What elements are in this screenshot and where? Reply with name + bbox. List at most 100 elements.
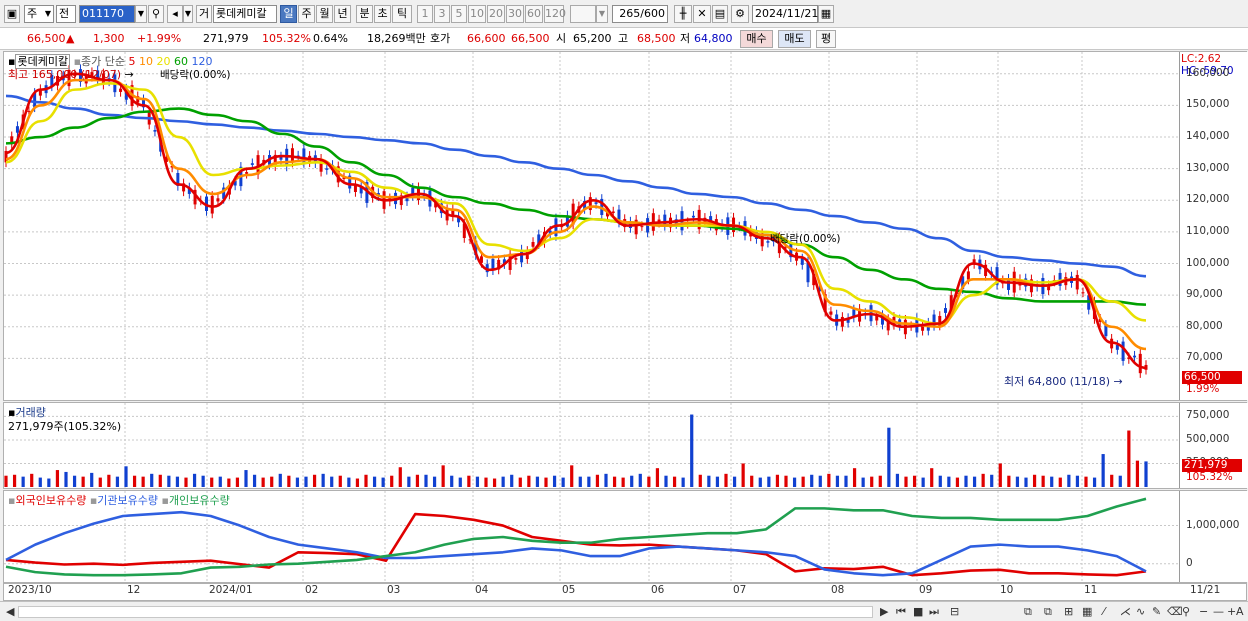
period-week-button[interactable]: 주 <box>298 5 315 23</box>
eval-button[interactable]: 평 <box>816 30 836 48</box>
volume-bar <box>1144 461 1148 487</box>
volume-bar <box>724 473 728 487</box>
low-note-text: 최저 64,800 (11/18) <box>1004 375 1111 388</box>
grid-icon[interactable]: ▦ <box>1082 605 1093 618</box>
volume-bar <box>767 476 771 487</box>
up-arrow-icon: ▲ <box>66 32 75 45</box>
volume-bar <box>912 475 917 487</box>
search-icon[interactable]: ⚲ <box>148 5 164 23</box>
text-icon[interactable]: A <box>1236 605 1244 618</box>
prev-select[interactable]: 전 <box>56 5 76 23</box>
market-label: 주 <box>27 7 38 20</box>
volume-bar <box>972 476 977 487</box>
interval-3-button[interactable]: 3 <box>434 5 450 23</box>
company-name: 롯데케미칼 <box>216 7 267 20</box>
buy-button[interactable]: 매수 <box>740 30 773 48</box>
plus-icon[interactable]: + <box>1227 605 1237 618</box>
volume-bar <box>664 475 668 487</box>
code-dropdown-icon[interactable]: ▼ <box>135 5 147 23</box>
interval-10-button[interactable]: 10 <box>468 5 486 23</box>
candle-body <box>588 197 592 211</box>
candle-body <box>594 202 598 204</box>
rewind-icon[interactable]: ⏮ <box>896 605 906 618</box>
volume-bar <box>55 470 60 487</box>
candle-body <box>233 180 237 186</box>
copy-icon[interactable]: ⧉ <box>1024 605 1032 618</box>
candle-body <box>325 168 329 170</box>
period-year-label: 년 <box>337 7 348 20</box>
sell-label: 매도 <box>784 32 805 45</box>
candle-type-icon[interactable]: ╫ <box>674 5 692 23</box>
period-second-button[interactable]: 초 <box>374 5 391 23</box>
trend-icon[interactable]: ⋌ <box>1120 605 1131 618</box>
chart-tool-icon[interactable]: ✕ <box>693 5 711 23</box>
candle-body <box>817 288 821 292</box>
layout-icon[interactable]: ▣ <box>4 5 20 23</box>
eraser-icon[interactable]: ⌫ <box>1167 605 1183 618</box>
ma-line-5 <box>5 72 1147 370</box>
ruler-icon[interactable]: ⊟ <box>950 605 960 618</box>
legend-square-icon: ▪ <box>161 494 169 507</box>
period-day-button[interactable]: 일 <box>280 5 297 23</box>
candle-body <box>502 259 506 265</box>
interval-dropdown-icon[interactable]: ▼ <box>596 5 608 23</box>
data-count-field[interactable]: 265/600 <box>612 5 668 23</box>
holding-legend-item: 외국인보유수량 <box>15 494 90 507</box>
calendar-icon[interactable]: ▦ <box>818 5 834 23</box>
draw-icon[interactable]: ∿ <box>1136 605 1146 618</box>
candle-body <box>1081 292 1085 294</box>
interval-5-button[interactable]: 5 <box>451 5 467 23</box>
period-day-label: 일 <box>283 7 294 20</box>
last-volume-pct: 105.32% <box>1186 471 1233 483</box>
interval-60-button[interactable]: 60 <box>525 5 543 23</box>
hc-value: HC:-59.70 <box>1181 65 1234 77</box>
period-tick-button[interactable]: 틱 <box>392 5 412 23</box>
period-month-button[interactable]: 월 <box>316 5 333 23</box>
fast-forward-icon[interactable]: ⏭ <box>929 605 939 618</box>
stock-code-input[interactable]: 011170 <box>79 5 135 23</box>
volume-bar <box>1092 477 1097 487</box>
scroll-left-icon[interactable]: ◀ <box>6 605 15 618</box>
interval-20-button[interactable]: 20 <box>487 5 505 23</box>
gear-icon[interactable]: ⚙ <box>731 5 749 23</box>
speaker-icon[interactable]: ◂ <box>167 5 183 23</box>
candle-body <box>657 219 661 223</box>
horizontal-scrollbar[interactable] <box>18 606 873 618</box>
interval-30-button[interactable]: 30 <box>506 5 524 23</box>
ma-legend-60: 60 <box>170 55 189 68</box>
period-year-button[interactable]: 년 <box>334 5 351 23</box>
line-tool-icon[interactable]: ⁄ <box>1103 605 1105 618</box>
candle-body <box>1098 318 1102 322</box>
low-label: 저 <box>680 32 691 45</box>
candle-body <box>15 126 19 133</box>
zoom-icon[interactable]: ⚲ <box>1182 605 1191 618</box>
volume-bar <box>844 475 848 487</box>
exchange-button[interactable]: 거 <box>196 5 212 23</box>
market-select[interactable]: 주 ▼ <box>24 5 54 23</box>
period-minute-button[interactable]: 분 <box>356 5 373 23</box>
save-icon[interactable]: ▤ <box>712 5 728 23</box>
stop-icon[interactable]: ■ <box>913 605 924 618</box>
right-arrow-icon: → <box>1113 375 1123 388</box>
speaker-dropdown-icon[interactable]: ▼ <box>183 5 193 23</box>
holding-legend-item: 기관보유수량 <box>97 494 162 507</box>
window-icon[interactable]: ⧉ <box>1044 605 1052 618</box>
volume-bar <box>750 475 754 487</box>
minus-icon[interactable]: − <box>1199 605 1209 618</box>
volume-bar <box>261 477 265 487</box>
interval-1-button[interactable]: 1 <box>417 5 433 23</box>
interval-custom-field[interactable] <box>570 5 596 23</box>
split-icon[interactable]: ⊞ <box>1064 605 1074 618</box>
volume-bar <box>741 463 745 487</box>
candle-body <box>256 155 260 175</box>
candle-body <box>943 308 947 313</box>
volume-bar <box>630 475 634 487</box>
sell-button[interactable]: 매도 <box>778 30 811 48</box>
interval-120-button[interactable]: 120 <box>544 5 566 23</box>
horizontal-line-icon[interactable]: — <box>1213 605 1224 618</box>
pen-icon[interactable]: ✎ <box>1152 605 1162 618</box>
holding-line <box>5 510 1147 577</box>
date-field[interactable]: 2024/11/21 <box>752 5 818 23</box>
scroll-right-icon[interactable]: ▶ <box>880 605 889 618</box>
candle-body <box>405 196 409 202</box>
